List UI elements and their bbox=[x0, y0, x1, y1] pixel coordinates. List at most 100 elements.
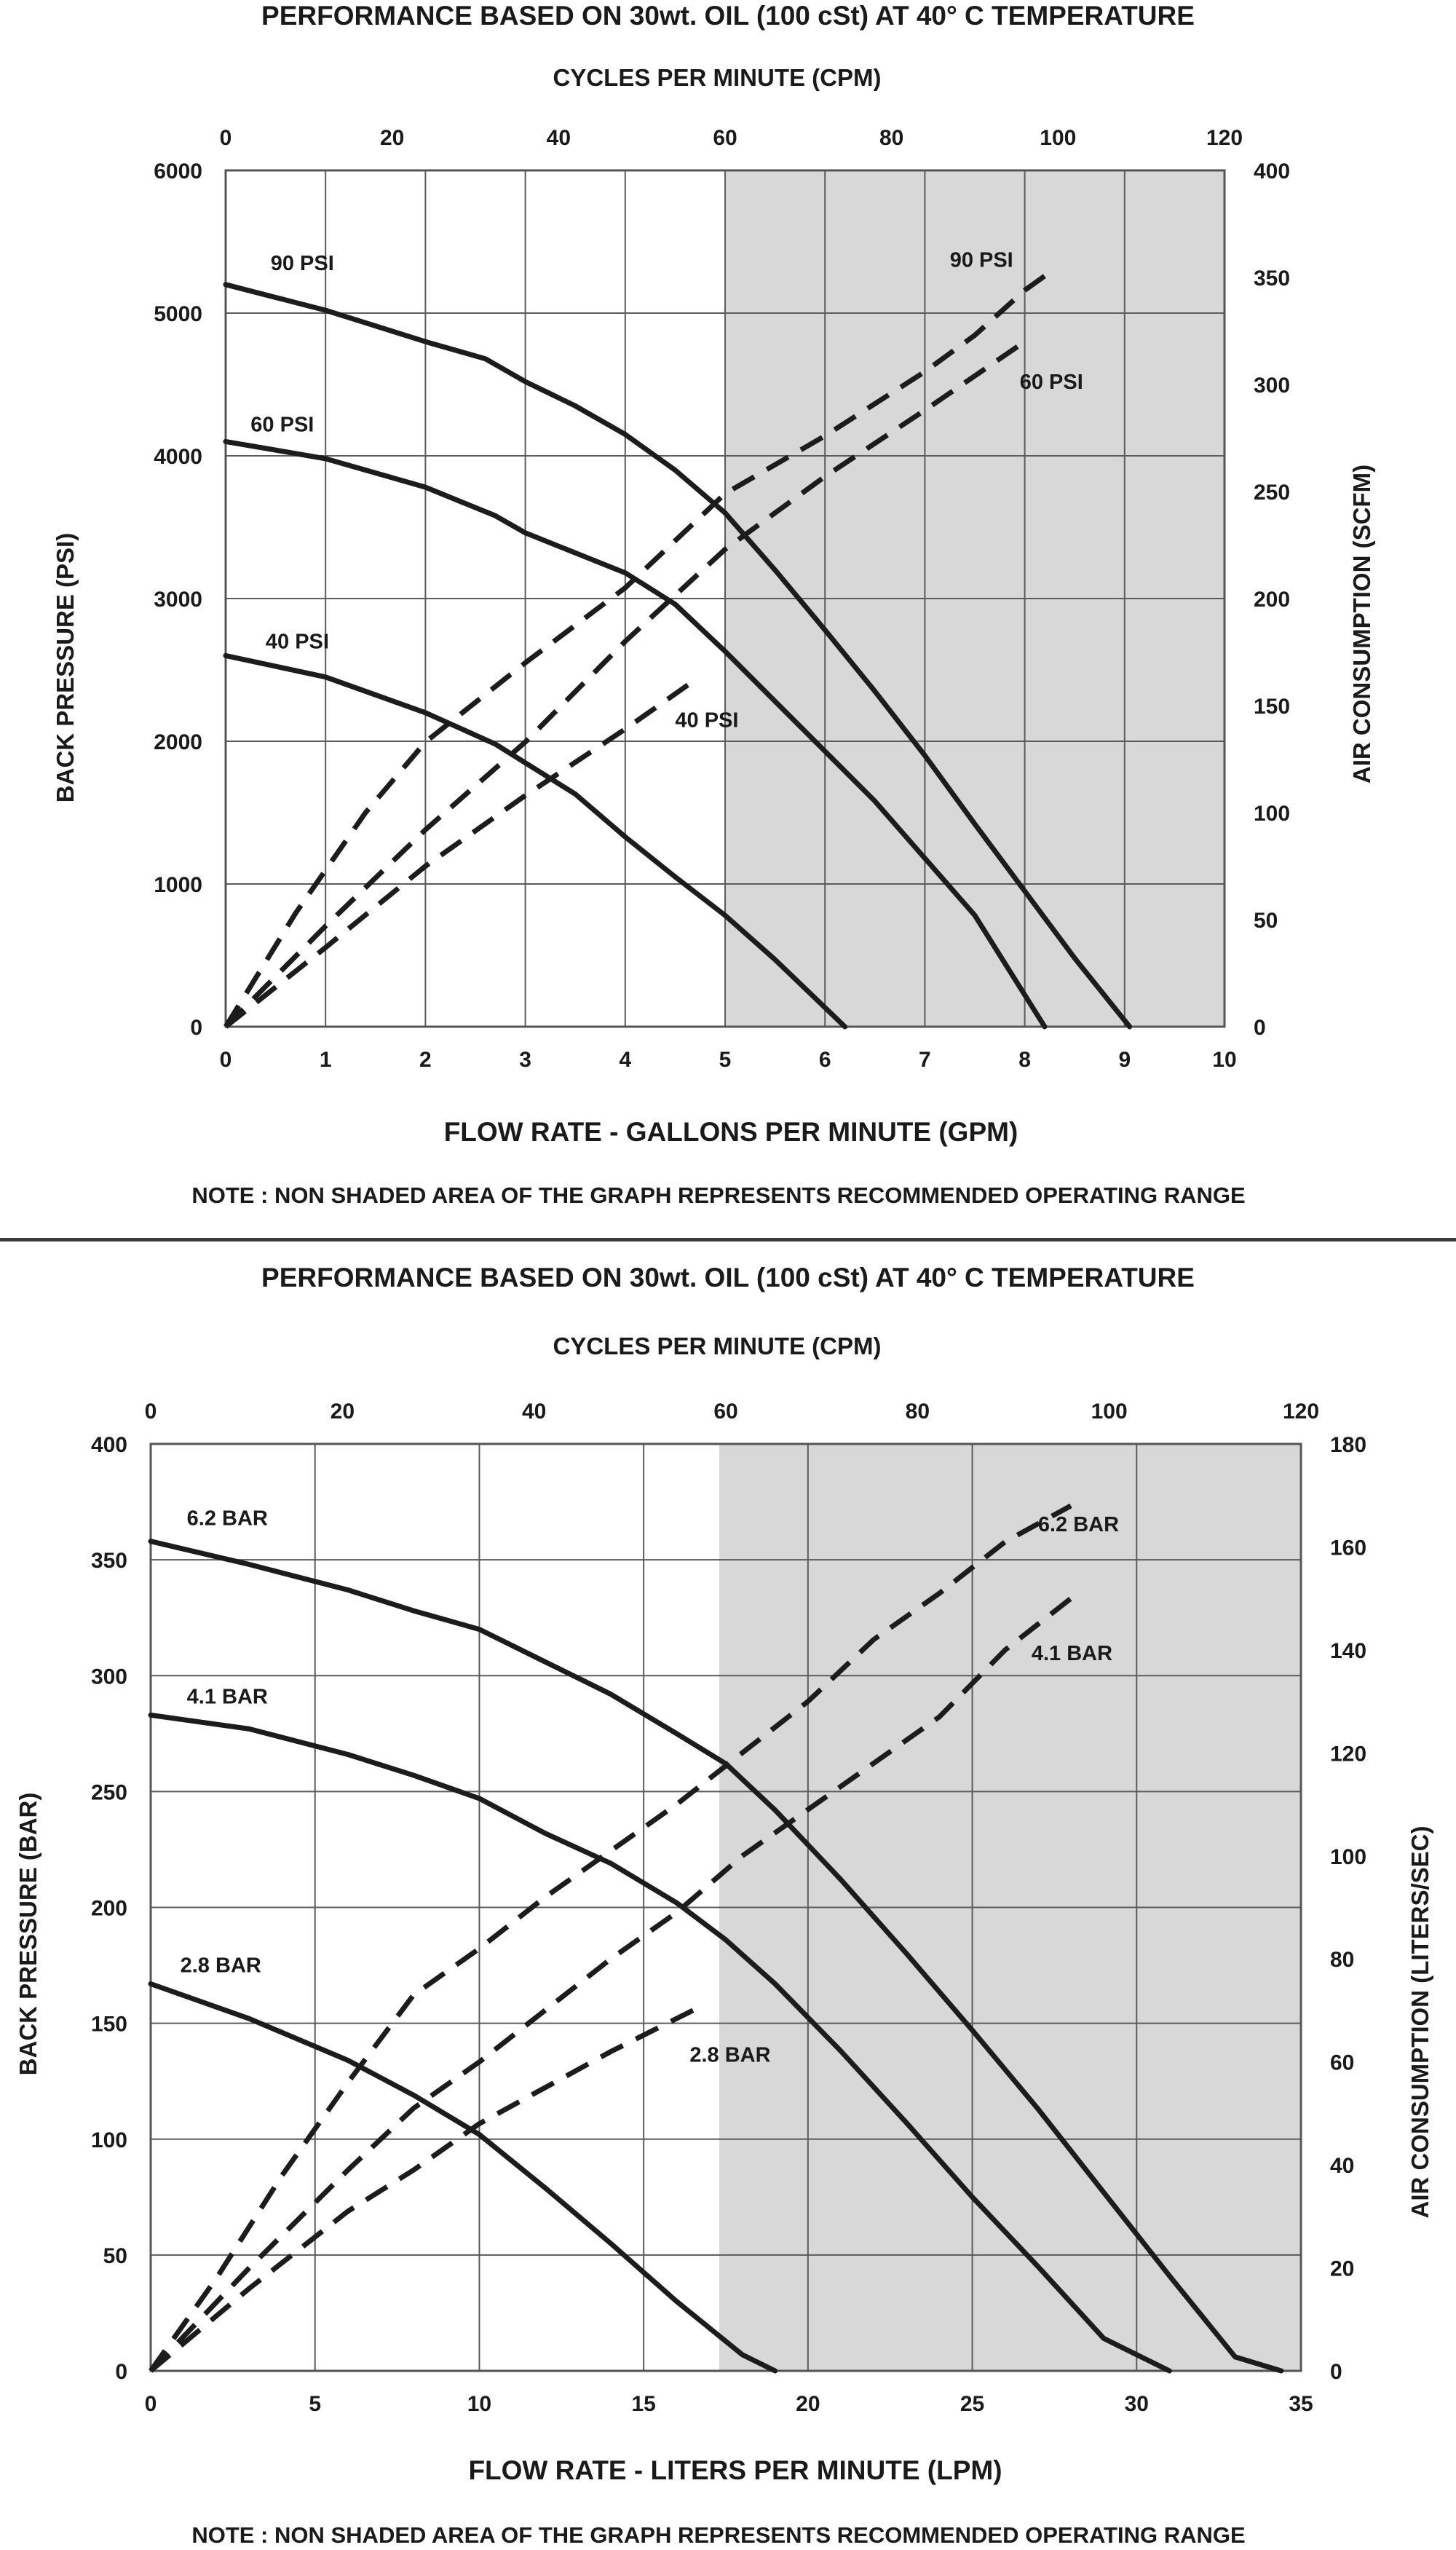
y-axis-title: BACK PRESSURE (BAR) bbox=[15, 1793, 41, 2076]
x-tick-label: 4 bbox=[619, 1048, 631, 1072]
y2-tick-label: 20 bbox=[1330, 2257, 1354, 2281]
top-axis-title: CYCLES PER MINUTE (CPM) bbox=[553, 64, 881, 91]
pressure-series-label: 2.8 BAR bbox=[181, 1954, 261, 1978]
y2-tick-label: 140 bbox=[1330, 1639, 1366, 1663]
y2-tick-label: 400 bbox=[1254, 159, 1290, 183]
plot-area bbox=[148, 1442, 1302, 2374]
plot-frame bbox=[224, 169, 1226, 1028]
pressure-series-label: 60 PSI bbox=[250, 414, 314, 437]
pressure-series-label: 40 PSI bbox=[266, 631, 329, 654]
y2-tick-label: 160 bbox=[1330, 1536, 1366, 1560]
y-tick-label: 350 bbox=[91, 1549, 127, 1573]
y2-tick-label: 200 bbox=[1254, 588, 1290, 612]
top-tick-label: 60 bbox=[713, 126, 737, 150]
back-pressure-line-6-2-bar bbox=[148, 1539, 1284, 2374]
y-tick-label: 50 bbox=[103, 2244, 127, 2268]
top-tick-label: 80 bbox=[879, 126, 903, 150]
x-tick-label: 10 bbox=[467, 2392, 491, 2416]
x-tick-label: 25 bbox=[960, 2392, 984, 2416]
pressure-series-label: 6.2 BAR bbox=[187, 1507, 268, 1530]
back-pressure-line-60-psi bbox=[223, 438, 1048, 1030]
top-tick-label: 60 bbox=[713, 1400, 737, 1424]
y-tick-label: 0 bbox=[115, 2360, 127, 2384]
y2-tick-label: 150 bbox=[1254, 695, 1290, 719]
x-tick-label: 6 bbox=[819, 1048, 831, 1072]
air-series-label: 90 PSI bbox=[950, 248, 1013, 272]
y-axis-title: BACK PRESSURE (PSI) bbox=[52, 533, 79, 802]
top-tick-label: 40 bbox=[522, 1400, 546, 1424]
y-tick-label: 4000 bbox=[154, 445, 202, 469]
top-tick-label: 0 bbox=[220, 126, 232, 150]
y-tick-label: 2000 bbox=[154, 730, 202, 754]
y2-tick-label: 350 bbox=[1254, 267, 1290, 291]
x-tick-label: 8 bbox=[1018, 1048, 1031, 1072]
y2-tick-label: 250 bbox=[1254, 481, 1290, 505]
gpm-performance-chart: PERFORMANCE BASED ON 30wt. OIL (100 cSt)… bbox=[52, 1, 1375, 1208]
plot-frame bbox=[149, 1442, 1302, 2372]
top-tick-label: 80 bbox=[906, 1400, 930, 1424]
x-tick-label: 0 bbox=[220, 1048, 232, 1072]
y2-tick-label: 100 bbox=[1254, 802, 1290, 826]
air-series-label: 4.1 BAR bbox=[1032, 1642, 1112, 1665]
pressure-series-label: 90 PSI bbox=[271, 252, 334, 275]
y2-tick-label: 120 bbox=[1330, 1742, 1366, 1766]
y-tick-label: 250 bbox=[91, 1780, 127, 1804]
y2-axis-title: AIR CONSUMPTION (LITERS/SEC) bbox=[1406, 1825, 1433, 2218]
back-pressure-line-4-1-bar bbox=[148, 1712, 1172, 2374]
y2-tick-label: 0 bbox=[1254, 1016, 1266, 1040]
y-tick-label: 6000 bbox=[154, 159, 202, 183]
y-tick-label: 400 bbox=[91, 1433, 127, 1457]
y2-tick-label: 300 bbox=[1254, 374, 1290, 398]
y-tick-label: 100 bbox=[91, 2128, 127, 2152]
x-tick-label: 10 bbox=[1212, 1048, 1236, 1072]
x-axis-title: FLOW RATE - GALLONS PER MINUTE (GPM) bbox=[444, 1117, 1018, 1147]
y-tick-label: 3000 bbox=[154, 588, 202, 612]
top-tick-label: 120 bbox=[1206, 126, 1243, 150]
x-tick-label: 15 bbox=[631, 2392, 655, 2416]
chart-title: PERFORMANCE BASED ON 30wt. OIL (100 cSt)… bbox=[261, 1, 1195, 31]
air-consumption-line-4-1-bar bbox=[149, 1596, 1073, 2373]
section-divider bbox=[0, 1238, 1456, 1242]
x-tick-label: 5 bbox=[719, 1048, 732, 1072]
x-tick-label: 35 bbox=[1289, 2392, 1313, 2416]
x-tick-label: 0 bbox=[145, 2392, 157, 2416]
y-tick-label: 0 bbox=[190, 1016, 202, 1040]
y2-axis-title: AIR CONSUMPTION (SCFM) bbox=[1348, 465, 1375, 783]
x-tick-label: 30 bbox=[1125, 2392, 1149, 2416]
x-tick-label: 7 bbox=[919, 1048, 931, 1072]
y2-tick-label: 180 bbox=[1330, 1433, 1366, 1457]
y-tick-label: 150 bbox=[91, 2013, 127, 2037]
back-pressure-line-2-8-bar bbox=[148, 1981, 778, 2374]
top-tick-label: 0 bbox=[145, 1400, 157, 1424]
air-series-label: 2.8 BAR bbox=[689, 2044, 770, 2067]
x-tick-label: 1 bbox=[320, 1048, 332, 1072]
y-tick-label: 200 bbox=[91, 1897, 127, 1921]
y2-tick-label: 0 bbox=[1330, 2360, 1342, 2384]
air-consumption-line-90-psi bbox=[223, 267, 1056, 1028]
top-tick-label: 100 bbox=[1091, 1400, 1128, 1424]
back-pressure-line-90-psi bbox=[223, 282, 1133, 1030]
y-tick-label: 300 bbox=[91, 1665, 127, 1689]
x-tick-label: 3 bbox=[519, 1048, 531, 1072]
air-series-label: 6.2 BAR bbox=[1038, 1513, 1119, 1536]
x-tick-label: 5 bbox=[309, 2392, 321, 2416]
chart-title: PERFORMANCE BASED ON 30wt. OIL (100 cSt)… bbox=[261, 1263, 1195, 1292]
air-series-label: 60 PSI bbox=[1020, 371, 1083, 394]
top-tick-label: 20 bbox=[380, 126, 404, 150]
y2-tick-label: 100 bbox=[1330, 1845, 1366, 1869]
y-tick-label: 1000 bbox=[154, 873, 202, 897]
y2-tick-label: 60 bbox=[1330, 2051, 1354, 2075]
air-consumption-line-60-psi bbox=[223, 339, 1026, 1029]
y2-tick-label: 50 bbox=[1254, 909, 1278, 933]
back-pressure-line-40-psi bbox=[223, 652, 848, 1030]
air-consumption-line-40-psi bbox=[223, 677, 697, 1029]
top-tick-label: 120 bbox=[1283, 1400, 1319, 1424]
x-tick-label: 9 bbox=[1118, 1048, 1131, 1072]
x-axis-title: FLOW RATE - LITERS PER MINUTE (LPM) bbox=[468, 2455, 1002, 2485]
top-tick-label: 20 bbox=[331, 1400, 355, 1424]
top-axis-title: CYCLES PER MINUTE (CPM) bbox=[553, 1333, 881, 1359]
air-consumption-line-2-8-bar bbox=[149, 2008, 695, 2373]
y-tick-label: 5000 bbox=[154, 302, 202, 326]
pressure-series-label: 4.1 BAR bbox=[187, 1685, 268, 1708]
y2-tick-label: 40 bbox=[1330, 2154, 1354, 2178]
